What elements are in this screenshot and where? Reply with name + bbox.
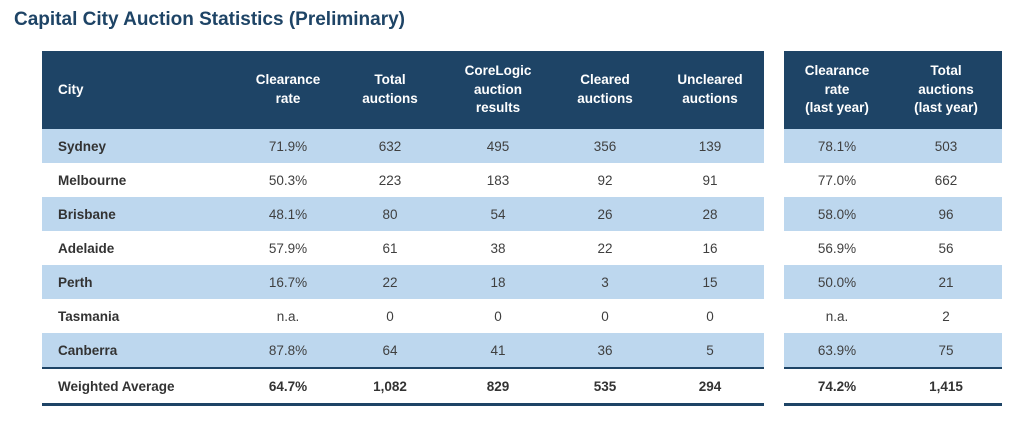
table-row: n.a. 2 [784,299,1002,333]
column-header-clearance-rate: Clearance rate [238,51,338,129]
cell-total-auctions: 80 [382,206,398,222]
main-table-body: Sydney 71.9% 632 495 356 139 Melbourne 50.3% 223… [42,129,764,406]
cell-cleared: 36 [597,342,613,358]
table-row: Tasmania n.a. 0 0 0 0 [42,299,764,333]
header-row: City Clearance rate Total auctions CoreLogic a… [42,51,764,129]
column-header-total-auctions: Total auctions [338,51,442,129]
column-header-cleared-auctions: Cleared auctions [554,51,656,129]
cell-cleared: 92 [597,172,613,188]
cell-clearance-rate-last-year: 78.1% [817,138,857,154]
column-header-uncleared-auctions: Uncleared auctions [656,51,764,129]
weighted-average-row: 74.2% 1,415 [784,367,1002,406]
last-year-table: Clearance rate (last year) Total auctions (la… [784,51,1002,406]
weighted-average-row: Weighted Average 64.7% 1,082 829 535 294 [42,367,764,406]
cell-clearance-rate: n.a. [276,308,300,324]
cell-clearance-rate-last-year: 63.9% [817,342,857,358]
cell-corelogic-results: 18 [490,274,506,290]
cell-uncleared: 139 [698,138,722,154]
table-row: Melbourne 50.3% 223 183 92 91 [42,163,764,197]
last-year-table-body: 78.1% 503 77.0% 662 58.0% 96 56.9% 56 50.0% 21 n.a… [784,129,1002,406]
cell-clearance-rate-last-year: 58.0% [817,206,857,222]
cell-uncleared: 0 [706,308,714,324]
cell-total-auctions: 1,082 [338,367,442,406]
cell-corelogic-results: 54 [490,206,506,222]
cell-clearance-rate: 64.7% [238,367,338,406]
cell-clearance-rate-last-year: 77.0% [817,172,857,188]
last-year-table-header: Clearance rate (last year) Total auctions (la… [784,51,1002,129]
cell-uncleared: 294 [656,367,764,406]
cell-uncleared: 28 [702,206,718,222]
cell-corelogic-results: 41 [490,342,506,358]
cell-city: Perth [58,274,93,290]
cell-clearance-rate-last-year: 50.0% [817,274,857,290]
cell-total-auctions-last-year: 2 [942,308,950,324]
cell-total-auctions: 632 [378,138,402,154]
cell-city: Weighted Average [42,367,238,406]
cell-clearance-rate: 48.1% [268,206,308,222]
cell-uncleared: 5 [706,342,714,358]
cell-clearance-rate: 57.9% [268,240,308,256]
cell-city: Melbourne [58,172,127,188]
cell-clearance-rate-last-year: n.a. [825,308,849,324]
cell-total-auctions-last-year: 503 [934,138,958,154]
cell-cleared: 535 [554,367,656,406]
cell-total-auctions: 64 [382,342,398,358]
cell-total-auctions: 22 [382,274,398,290]
cell-total-auctions-last-year: 662 [934,172,958,188]
cell-total-auctions-last-year: 96 [938,206,954,222]
cell-total-auctions: 0 [386,308,394,324]
header-row: Clearance rate (last year) Total auctions (la… [784,51,1002,129]
column-header-clearance-rate-last-year: Clearance rate (last year) [784,51,890,129]
cell-total-auctions-last-year: 56 [938,240,954,256]
cell-uncleared: 16 [702,240,718,256]
cell-total-auctions-last-year: 75 [938,342,954,358]
table-row: Brisbane 48.1% 80 54 26 28 [42,197,764,231]
cell-corelogic-results: 829 [442,367,554,406]
cell-clearance-rate: 50.3% [268,172,308,188]
page-title: Capital City Auction Statistics (Prelimi… [14,9,405,30]
auction-stats-table: City Clearance rate Total auctions CoreLogic a… [42,51,764,406]
cell-corelogic-results: 0 [494,308,502,324]
cell-clearance-rate: 71.9% [268,138,308,154]
column-header-corelogic-auction-results: CoreLogic auction results [442,51,554,129]
column-header-total-auctions-last-year: Total auctions (last year) [890,51,1002,129]
cell-city: Tasmania [58,308,120,324]
cell-corelogic-results: 495 [486,138,510,154]
cell-total-auctions-last-year: 1,415 [890,367,1002,406]
cell-clearance-rate: 87.8% [268,342,308,358]
cell-city: Brisbane [58,206,116,222]
cell-total-auctions: 223 [378,172,402,188]
cell-clearance-rate-last-year: 74.2% [784,367,890,406]
cell-cleared: 26 [597,206,613,222]
cell-cleared: 22 [597,240,613,256]
cell-clearance-rate-last-year: 56.9% [817,240,857,256]
cell-city: Adelaide [58,240,115,256]
cell-city: Canberra [58,342,118,358]
cell-total-auctions-last-year: 21 [938,274,954,290]
table-row: Sydney 71.9% 632 495 356 139 [42,129,764,163]
cell-cleared: 3 [601,274,609,290]
table-row: 63.9% 75 [784,333,1002,368]
column-header-city: City [42,51,238,129]
cell-cleared: 356 [593,138,617,154]
cell-clearance-rate: 16.7% [268,274,308,290]
cell-uncleared: 91 [702,172,718,188]
cell-cleared: 0 [601,308,609,324]
cell-total-auctions: 61 [382,240,398,256]
table-row: 50.0% 21 [784,265,1002,299]
table-row: 58.0% 96 [784,197,1002,231]
cell-corelogic-results: 183 [486,172,510,188]
table-row: Adelaide 57.9% 61 38 22 16 [42,231,764,265]
table-row: 77.0% 662 [784,163,1002,197]
tables-container: City Clearance rate Total auctions CoreLogic a… [42,51,1018,406]
table-row: Canberra 87.8% 64 41 36 5 [42,333,764,368]
cell-uncleared: 15 [702,274,718,290]
table-row: 56.9% 56 [784,231,1002,265]
table-row: 78.1% 503 [784,129,1002,163]
cell-corelogic-results: 38 [490,240,506,256]
main-table-header: City Clearance rate Total auctions CoreLogic a… [42,51,764,129]
table-row: Perth 16.7% 22 18 3 15 [42,265,764,299]
cell-city: Sydney [58,138,107,154]
